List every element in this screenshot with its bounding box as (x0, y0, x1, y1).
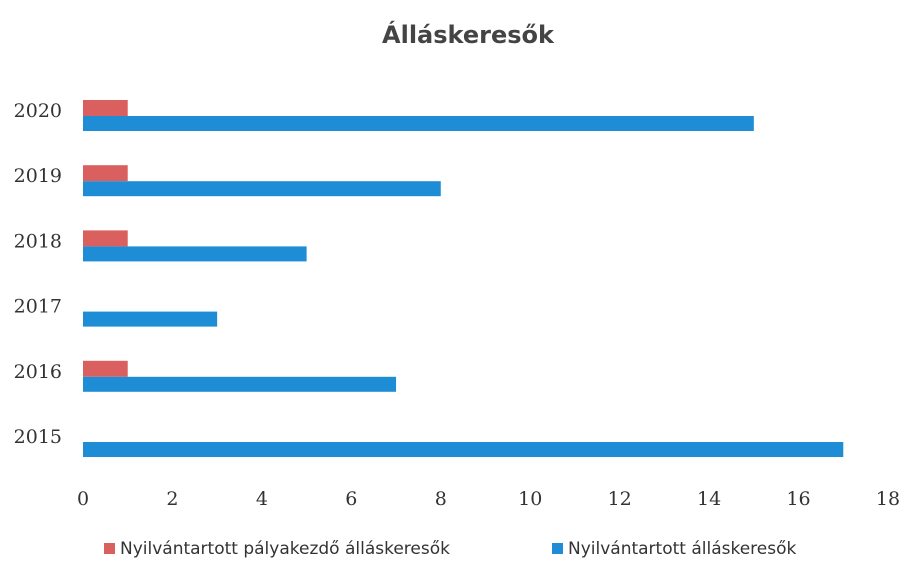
y-tick-label: 2020 (14, 100, 62, 122)
bar (83, 165, 128, 182)
legend-label: Nyilvántartott álláskeresők (568, 539, 797, 559)
bar (83, 116, 754, 131)
bar (83, 246, 307, 262)
legend-swatch (552, 543, 563, 554)
x-tick-label: 4 (256, 488, 268, 510)
x-tick-label: 6 (345, 488, 357, 510)
x-tick-label: 12 (608, 488, 632, 510)
y-tick-label: 2018 (14, 230, 62, 252)
bar (83, 376, 397, 392)
x-tick-label: 10 (518, 488, 542, 510)
y-tick-label: 2019 (14, 165, 62, 187)
bar (83, 360, 128, 377)
bar (83, 230, 128, 247)
legend-swatch (104, 543, 115, 554)
x-tick-label: 16 (786, 488, 810, 510)
y-tick-label: 2015 (14, 426, 62, 448)
bar (83, 442, 844, 457)
bar (83, 100, 128, 116)
x-tick-label: 8 (435, 488, 447, 510)
bar (83, 181, 441, 197)
x-tick-label: 14 (697, 488, 721, 510)
x-tick-label: 18 (876, 488, 900, 510)
chart-title: Álláskeresők (382, 20, 555, 49)
bar (83, 311, 218, 327)
x-tick-label: 0 (77, 488, 89, 510)
legend-label: Nyilvántartott pályakezdő álláskeresők (120, 539, 450, 559)
y-tick-label: 2016 (14, 361, 62, 383)
x-tick-label: 2 (166, 488, 178, 510)
y-tick-label: 2017 (14, 296, 62, 318)
